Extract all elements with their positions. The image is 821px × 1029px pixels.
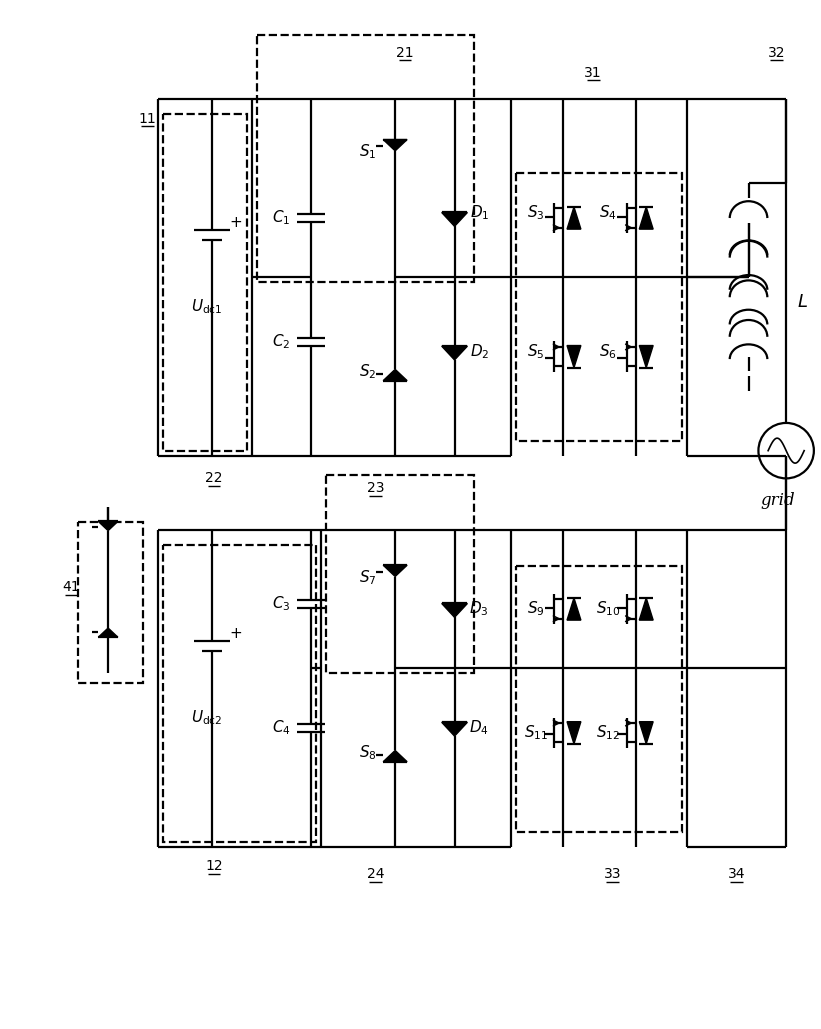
Polygon shape (567, 598, 581, 620)
Text: 32: 32 (768, 45, 785, 60)
Polygon shape (383, 140, 407, 151)
Polygon shape (567, 207, 581, 229)
Text: $S_4$: $S_4$ (599, 204, 617, 222)
Text: $D_1$: $D_1$ (470, 204, 489, 222)
Text: $C_1$: $C_1$ (272, 209, 291, 227)
Polygon shape (567, 721, 581, 744)
Text: 12: 12 (205, 859, 222, 874)
Text: $S_9$: $S_9$ (527, 600, 544, 618)
Text: grid: grid (761, 492, 796, 508)
Polygon shape (442, 722, 467, 736)
Polygon shape (640, 346, 654, 367)
Text: $C_3$: $C_3$ (272, 595, 291, 613)
Text: 11: 11 (139, 112, 157, 127)
Polygon shape (442, 346, 467, 360)
Text: $D_2$: $D_2$ (470, 343, 489, 361)
Text: 22: 22 (205, 471, 222, 486)
Text: 34: 34 (728, 867, 745, 881)
Text: $C_4$: $C_4$ (272, 718, 291, 737)
Text: $S_6$: $S_6$ (599, 343, 617, 361)
Text: $U_{\rm dc2}$: $U_{\rm dc2}$ (191, 709, 222, 728)
Text: +: + (229, 215, 242, 230)
Text: 21: 21 (397, 45, 414, 60)
Polygon shape (383, 750, 407, 761)
Text: $D_4$: $D_4$ (470, 718, 489, 737)
Bar (257, 35, 475, 282)
Polygon shape (442, 213, 467, 226)
Text: $S_2$: $S_2$ (359, 362, 376, 381)
Bar (163, 114, 246, 451)
Text: $L$: $L$ (797, 293, 809, 311)
Text: 24: 24 (367, 867, 384, 881)
Bar (163, 544, 316, 842)
Text: 33: 33 (604, 867, 621, 881)
Text: $U_{\rm dc1}$: $U_{\rm dc1}$ (191, 297, 222, 317)
Text: $S_{12}$: $S_{12}$ (596, 723, 620, 742)
Text: $S_{10}$: $S_{10}$ (596, 600, 621, 618)
Text: $C_2$: $C_2$ (273, 332, 291, 351)
Bar (78, 522, 143, 683)
Polygon shape (567, 346, 581, 367)
Text: 41: 41 (62, 580, 80, 595)
Polygon shape (442, 603, 467, 617)
Text: $S_8$: $S_8$ (359, 743, 376, 761)
Polygon shape (99, 522, 118, 531)
Text: +: + (229, 627, 242, 641)
Bar (326, 475, 475, 673)
Text: 31: 31 (585, 66, 602, 79)
Text: $D_3$: $D_3$ (470, 600, 489, 618)
Text: 23: 23 (367, 482, 384, 495)
Text: $S_7$: $S_7$ (359, 568, 376, 587)
Polygon shape (383, 369, 407, 381)
Text: $S_1$: $S_1$ (359, 142, 376, 162)
Bar (516, 174, 682, 440)
Bar (516, 567, 682, 831)
Polygon shape (99, 628, 118, 637)
Polygon shape (640, 721, 654, 744)
Polygon shape (640, 207, 654, 229)
Polygon shape (383, 565, 407, 576)
Text: $S_3$: $S_3$ (527, 204, 544, 222)
Text: $S_5$: $S_5$ (527, 343, 544, 361)
Text: $S_{11}$: $S_{11}$ (524, 723, 548, 742)
Polygon shape (640, 598, 654, 620)
